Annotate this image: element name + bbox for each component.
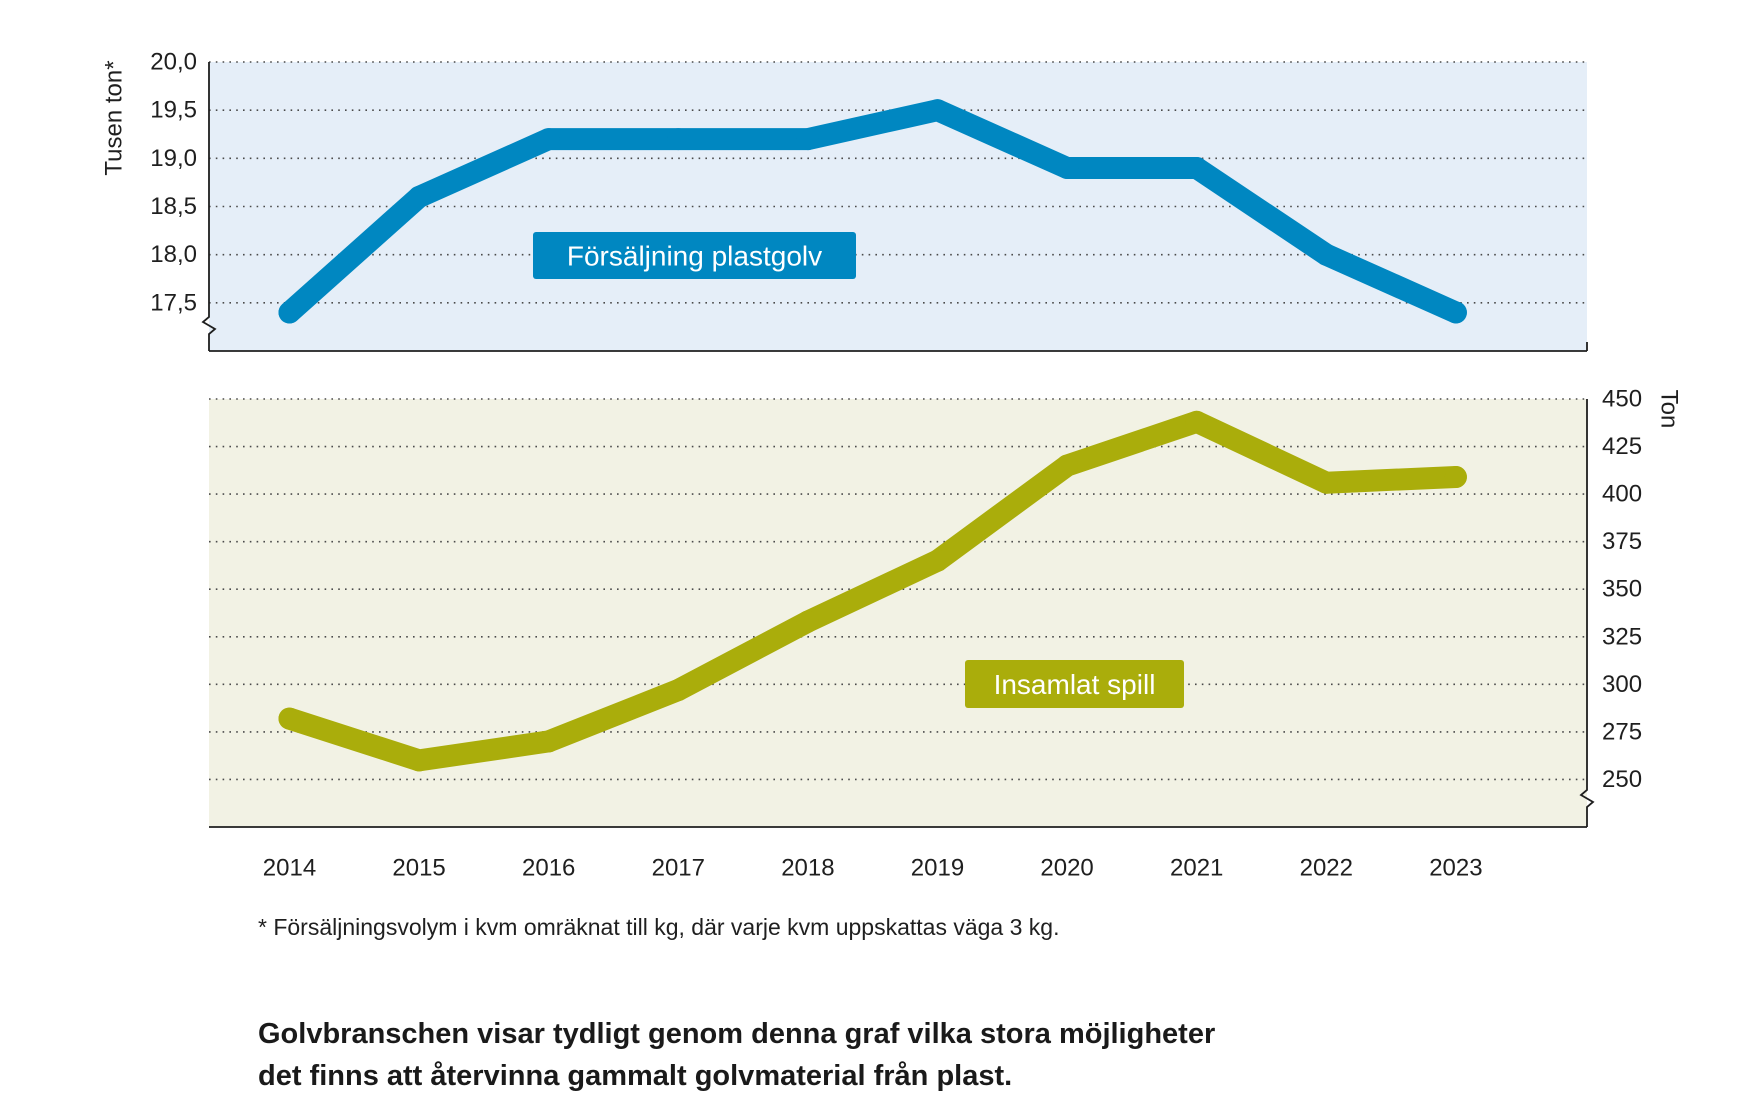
data-point bbox=[278, 301, 301, 324]
y-tick-label: 275 bbox=[1602, 718, 1642, 745]
y-tick-label: 450 bbox=[1602, 386, 1642, 413]
x-tick-label: 2023 bbox=[1429, 855, 1482, 882]
data-point bbox=[1315, 243, 1338, 266]
data-point bbox=[667, 128, 690, 151]
series-label-insamlat: Insamlat spill bbox=[965, 660, 1184, 708]
series-label-box bbox=[533, 232, 856, 279]
series-label-box bbox=[965, 660, 1184, 708]
footnote: * Försäljningsvolym i kvm omräknat till … bbox=[258, 914, 1060, 940]
y-tick-label: 400 bbox=[1602, 481, 1642, 508]
data-point bbox=[1056, 156, 1079, 179]
chart-panel-2: 250 275 300 325 350 375 400 425 450 bbox=[209, 386, 1642, 828]
chart-panel-1: 17,5 18,0 18,5 19,0 19,5 20,0 bbox=[150, 49, 1588, 352]
data-point bbox=[796, 128, 819, 151]
series-label-text: Insamlat spill bbox=[994, 669, 1156, 700]
y-axis-line bbox=[1579, 399, 1595, 827]
y-tick-label: 20,0 bbox=[150, 49, 197, 76]
data-point bbox=[1315, 471, 1338, 494]
series-line bbox=[278, 99, 1467, 324]
x-tick-label: 2017 bbox=[652, 855, 705, 882]
data-point bbox=[1185, 156, 1208, 179]
x-tick-label: 2018 bbox=[781, 855, 834, 882]
data-point bbox=[537, 730, 560, 753]
data-point bbox=[408, 185, 431, 208]
y-tick-label: 18,5 bbox=[150, 193, 197, 220]
y-tick-label: 18,0 bbox=[150, 241, 197, 268]
y-tick-label: 19,0 bbox=[150, 145, 197, 172]
y-axis-title-left: Tusen ton* bbox=[101, 60, 128, 175]
data-point bbox=[1056, 454, 1079, 477]
y-tick-label: 350 bbox=[1602, 576, 1642, 603]
y-axis-line bbox=[201, 62, 217, 351]
data-point bbox=[1444, 465, 1467, 488]
x-axis-labels: 2014 2015 2016 2017 2018 2019 2020 2021 2022 2023 bbox=[263, 855, 1483, 882]
caption-line: Golvbranschen visar tydligt genom denna … bbox=[258, 1018, 1216, 1050]
y-tick-label: 325 bbox=[1602, 623, 1642, 650]
data-point bbox=[537, 128, 560, 151]
data-point bbox=[667, 679, 690, 702]
x-tick-label: 2022 bbox=[1300, 855, 1353, 882]
x-tick-label: 2020 bbox=[1040, 855, 1093, 882]
y-tick-label: 300 bbox=[1602, 671, 1642, 698]
data-point bbox=[1185, 410, 1208, 433]
x-tick-label: 2014 bbox=[263, 855, 316, 882]
y-tick-label: 17,5 bbox=[150, 289, 197, 316]
x-tick-label: 2015 bbox=[392, 855, 445, 882]
y-tick-label: 375 bbox=[1602, 528, 1642, 555]
x-tick-label: 2021 bbox=[1170, 855, 1223, 882]
plot-layer: 17,5 18,0 18,5 19,0 19,5 20,0 250 275 300 325 350 3… bbox=[150, 49, 1642, 828]
y-tick-label: 250 bbox=[1602, 766, 1642, 793]
data-point bbox=[796, 610, 819, 633]
data-point bbox=[1444, 301, 1467, 324]
x-tick-label: 2019 bbox=[911, 855, 964, 882]
data-point bbox=[408, 749, 431, 772]
caption-line: det finns att återvinna gammalt golvmate… bbox=[258, 1060, 1013, 1092]
y-tick-label: 425 bbox=[1602, 433, 1642, 460]
x-tick-label: 2016 bbox=[522, 855, 575, 882]
y-tick-label: 19,5 bbox=[150, 97, 197, 124]
y-axis-title-right: Ton bbox=[1656, 390, 1683, 429]
series-label-text: Försäljning plastgolv bbox=[567, 241, 822, 272]
caption: Golvbranschen visar tydligt genom denna … bbox=[258, 1013, 1215, 1097]
series-label-forsaljning: Försäljning plastgolv bbox=[533, 232, 856, 279]
data-point bbox=[926, 99, 949, 122]
data-point bbox=[278, 707, 301, 730]
series-line bbox=[278, 410, 1467, 772]
data-point bbox=[926, 549, 949, 572]
